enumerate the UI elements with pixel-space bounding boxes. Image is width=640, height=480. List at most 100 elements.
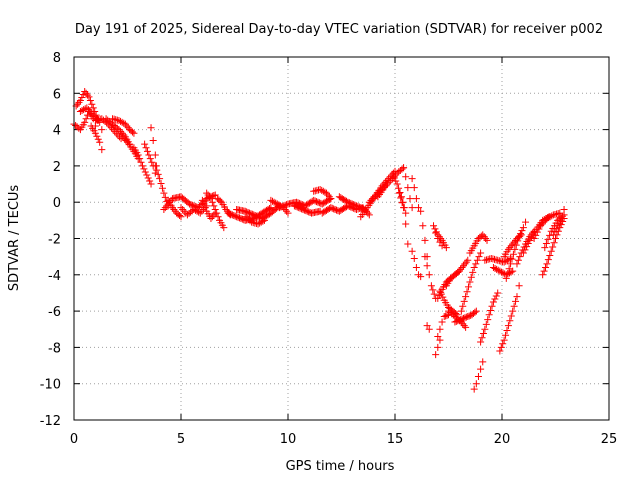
data-point — [397, 193, 405, 201]
data-point — [400, 164, 408, 172]
data-point — [544, 235, 552, 243]
data-point — [78, 94, 86, 102]
y-tick-label: -2 — [48, 233, 61, 248]
data-point — [471, 308, 479, 316]
data-point — [321, 198, 329, 206]
data-point — [186, 200, 194, 208]
data-point — [503, 326, 511, 334]
data-point — [455, 267, 463, 275]
data-point — [75, 98, 83, 106]
data-point — [457, 265, 465, 273]
data-point — [430, 222, 438, 230]
data-point — [148, 158, 156, 166]
series-track-30 — [374, 164, 408, 201]
data-point — [318, 186, 326, 194]
data-point — [275, 204, 283, 212]
data-point — [546, 213, 554, 221]
data-point — [299, 205, 307, 213]
data-point — [352, 202, 360, 210]
data-point — [542, 264, 550, 272]
data-point — [466, 278, 474, 286]
data-point — [293, 198, 301, 206]
data-point — [435, 291, 443, 299]
data-point — [154, 170, 162, 178]
data-point — [355, 203, 363, 211]
data-point — [402, 173, 410, 181]
data-point — [474, 372, 482, 380]
data-point — [86, 97, 94, 105]
data-point — [117, 117, 125, 125]
y-tick-label: 0 — [53, 196, 61, 211]
x-axis-label: GPS time / hours — [286, 459, 395, 474]
data-point — [330, 205, 338, 213]
data-point — [429, 286, 437, 294]
data-point — [79, 91, 87, 99]
data-point — [207, 195, 215, 203]
data-point — [302, 207, 310, 215]
data-point — [268, 197, 276, 205]
data-point — [280, 202, 288, 210]
data-point — [369, 195, 377, 203]
data-point — [160, 189, 168, 197]
data-point — [323, 189, 331, 197]
x-tick-label: 20 — [494, 432, 511, 447]
data-point — [76, 97, 84, 105]
series-track-25 — [310, 185, 335, 203]
data-point — [348, 200, 356, 208]
data-point — [296, 204, 304, 212]
series-track-62 — [549, 205, 568, 239]
data-point — [514, 237, 522, 245]
data-point — [176, 212, 184, 220]
data-point — [345, 199, 353, 207]
data-point — [358, 204, 366, 212]
plot-frame — [73, 56, 610, 421]
data-point — [81, 87, 89, 95]
data-point — [357, 204, 365, 212]
data-point — [499, 269, 507, 277]
y-tick-label: 4 — [53, 124, 61, 139]
data-point — [511, 245, 519, 253]
data-points — [70, 87, 568, 393]
data-point — [213, 209, 221, 217]
data-point — [462, 313, 470, 321]
data-point — [270, 198, 278, 206]
data-point — [257, 218, 265, 226]
data-point — [470, 264, 478, 272]
data-point — [382, 182, 390, 190]
y-tick-label: 8 — [53, 51, 61, 66]
data-point — [284, 209, 292, 217]
data-point — [434, 235, 442, 242]
series-track-24 — [290, 202, 324, 217]
data-point — [342, 197, 350, 205]
data-point — [263, 212, 271, 220]
data-point — [494, 289, 502, 297]
data-point — [462, 258, 470, 266]
data-point — [479, 329, 487, 337]
data-point — [518, 227, 526, 235]
data-point — [143, 147, 151, 155]
data-point — [481, 325, 489, 333]
data-point — [147, 124, 155, 132]
data-point — [439, 293, 447, 301]
data-point — [543, 215, 551, 223]
data-point — [161, 193, 169, 201]
data-point — [457, 316, 465, 324]
data-point — [516, 253, 524, 261]
data-point — [497, 343, 505, 351]
data-point — [434, 294, 442, 302]
data-point — [437, 288, 445, 296]
data-point — [180, 207, 188, 215]
data-point — [504, 245, 512, 253]
data-point — [451, 318, 459, 326]
data-point — [462, 323, 470, 331]
series-track-39 — [430, 222, 450, 252]
chart-title: Day 191 of 2025, Sidereal Day-to-day VTE… — [75, 22, 603, 37]
data-point — [552, 225, 560, 233]
data-point — [402, 220, 410, 228]
data-point — [89, 111, 97, 119]
data-point — [454, 268, 462, 276]
data-point — [502, 274, 510, 282]
grid-lines — [74, 57, 609, 420]
data-point — [118, 118, 126, 126]
data-point — [254, 213, 262, 221]
